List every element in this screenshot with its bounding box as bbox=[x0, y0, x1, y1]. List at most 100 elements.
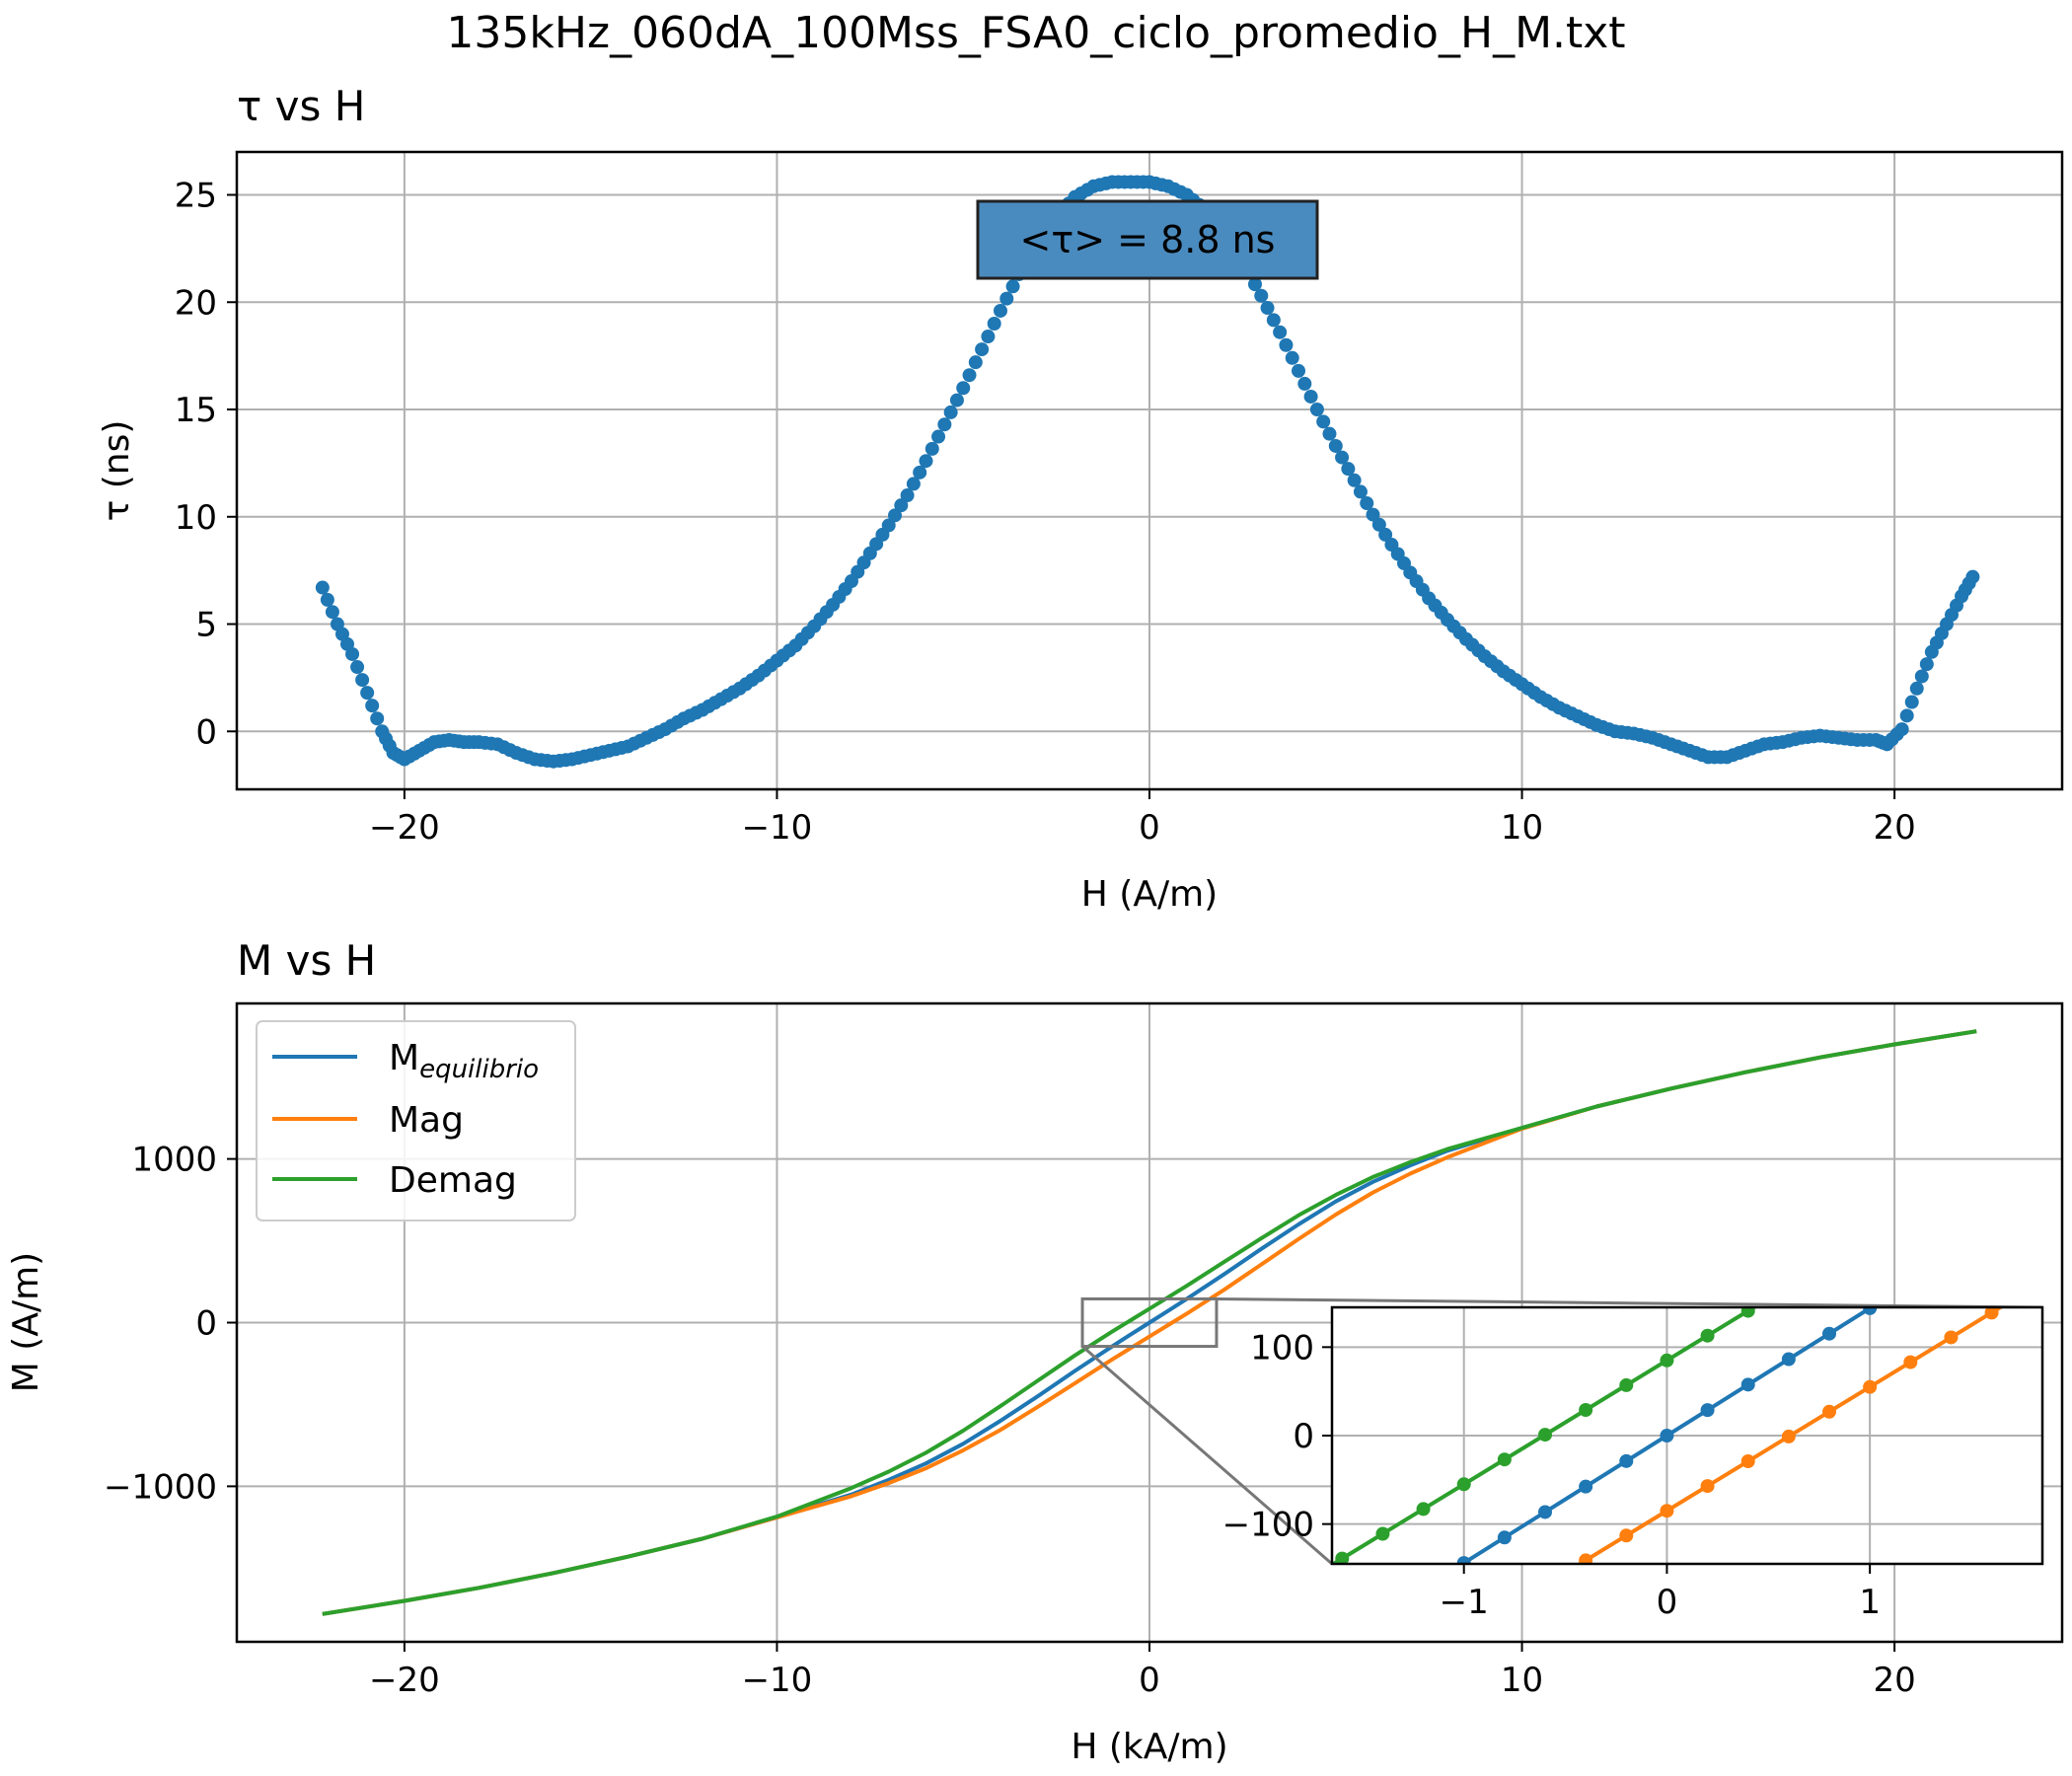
inset-y-tick-label: 0 bbox=[1293, 1417, 1314, 1456]
tau-x-tick-label: −20 bbox=[369, 808, 440, 848]
tau-data-point bbox=[1279, 337, 1294, 352]
tau-data-point bbox=[913, 465, 927, 480]
tau-y-tick-label: 10 bbox=[175, 498, 217, 538]
demag-line-inset-marker bbox=[1497, 1452, 1512, 1467]
tau-ticks: −20 −10 0 10 20 0 5 10 15 20 25 bbox=[175, 177, 1916, 848]
tau-x-tick-label: 20 bbox=[1873, 808, 1915, 848]
tau-data-point bbox=[370, 711, 385, 726]
demag-line-inset-marker bbox=[1456, 1477, 1471, 1492]
figure-suptitle: 135kHz_060dA_100Mss_FSA0_ciclo_promedio_… bbox=[446, 8, 1625, 58]
mag-line-inset-marker bbox=[1579, 1553, 1593, 1564]
tau-vs-h-panel: τ vs H <τ> = 8.8 ns −20 −10 0 10 20 0 5 10 15 20 2… bbox=[97, 82, 2064, 915]
tau-data-point bbox=[1292, 363, 1306, 378]
tau-data-point bbox=[1899, 708, 1914, 723]
m-y-tick-label: 0 bbox=[195, 1304, 217, 1344]
m-plot-title: M vs H bbox=[237, 936, 376, 985]
m-equilibrio-line-inset-marker bbox=[1740, 1377, 1755, 1392]
tau-annotation: <τ> = 8.8 ns bbox=[976, 199, 1319, 280]
tau-data-point bbox=[1341, 462, 1356, 477]
tau-plot-title: τ vs H bbox=[237, 82, 365, 130]
tau-data-point bbox=[975, 342, 990, 357]
tau-data-point bbox=[937, 417, 952, 432]
mag-line-inset-marker bbox=[1863, 1379, 1878, 1394]
tau-data-point bbox=[987, 317, 1001, 332]
mag-line-inset-marker bbox=[1619, 1528, 1634, 1543]
tau-data-point bbox=[1909, 681, 1924, 696]
mag-line-inset-marker bbox=[1944, 1330, 1959, 1345]
inset-x-tick-label: −1 bbox=[1440, 1583, 1489, 1622]
tau-data-point bbox=[888, 508, 903, 523]
demag-line bbox=[322, 1029, 1977, 1616]
tau-data-point bbox=[919, 454, 933, 469]
mag-line-inset-marker bbox=[1781, 1429, 1796, 1443]
tau-data-point bbox=[1322, 426, 1337, 441]
tau-data-point bbox=[999, 291, 1014, 306]
tau-x-tick-label: 0 bbox=[1139, 808, 1160, 848]
legend-box bbox=[256, 1020, 576, 1221]
tau-data-point bbox=[1260, 301, 1275, 316]
tau-data-point bbox=[345, 646, 360, 661]
zoom-connector-top bbox=[1216, 1296, 2043, 1309]
m-x-tick-label: 10 bbox=[1501, 1661, 1543, 1700]
tau-data-point bbox=[981, 330, 996, 344]
tau-data-point bbox=[925, 441, 939, 456]
tau-ylabel: τ (ns) bbox=[97, 420, 137, 522]
tau-y-tick-label: 25 bbox=[175, 177, 217, 216]
tau-data-point bbox=[1309, 403, 1324, 417]
m-x-tick-label: 20 bbox=[1873, 1661, 1915, 1700]
tau-data-point bbox=[956, 381, 971, 396]
tau-data-point bbox=[320, 592, 334, 607]
m-x-tick-label: −20 bbox=[369, 1661, 440, 1700]
demag-line-inset-marker bbox=[1660, 1353, 1674, 1368]
m-equilibrio-line-inset-marker bbox=[1822, 1326, 1836, 1341]
zoom-connector-bottom bbox=[1081, 1345, 1333, 1566]
tau-annotation-text: <τ> = 8.8 ns bbox=[1020, 218, 1276, 261]
zoom-region-box bbox=[1080, 1296, 1219, 1349]
tau-data-point bbox=[1347, 473, 1362, 487]
tau-data-point bbox=[325, 605, 339, 620]
tau-data-point bbox=[1919, 657, 1934, 672]
legend-label-m-equilibrio: Mequilibrio bbox=[389, 1038, 539, 1084]
tau-data-point bbox=[894, 498, 909, 513]
m-equilibrio-line-inset-marker bbox=[1579, 1479, 1593, 1494]
tau-data-point bbox=[1914, 669, 1929, 684]
tau-data-point bbox=[1353, 484, 1368, 499]
mag-line-inset-marker bbox=[1984, 1307, 1999, 1320]
tau-y-tick-label: 20 bbox=[175, 283, 217, 323]
tau-data-point bbox=[1247, 277, 1262, 292]
m-y-tick-label: −1000 bbox=[104, 1467, 217, 1507]
demag-line-inset-marker bbox=[1740, 1307, 1755, 1318]
legend: Mequilibrio Mag Demag bbox=[256, 1020, 576, 1221]
demag-line-inset-marker bbox=[1538, 1428, 1552, 1443]
m-y-tick-label: 1000 bbox=[131, 1141, 217, 1180]
tau-data-point bbox=[931, 429, 946, 444]
m-ylabel: M (A/m) bbox=[6, 1252, 46, 1392]
tau-annotation-box bbox=[976, 199, 1319, 280]
m-equilibrio-line-inset-marker bbox=[1700, 1403, 1715, 1418]
inset-x-tick-label: 1 bbox=[1859, 1583, 1881, 1622]
demag-line-inset-marker bbox=[1579, 1403, 1593, 1417]
tau-data-point bbox=[1254, 288, 1269, 303]
inset-frame bbox=[1330, 1305, 2044, 1566]
tau-data-point bbox=[993, 303, 1007, 318]
m-x-tick-label: 0 bbox=[1139, 1661, 1160, 1700]
m-xlabel: H (kA/m) bbox=[1071, 1727, 1227, 1767]
inset-y-tick-label: −100 bbox=[1222, 1506, 1314, 1545]
mag-line-inset-marker bbox=[1700, 1479, 1715, 1494]
m-equilibrio-line-inset bbox=[1458, 1307, 1876, 1564]
mag-line-inset-marker bbox=[1660, 1504, 1674, 1518]
tau-data-point bbox=[1378, 527, 1393, 542]
tau-data-point bbox=[355, 673, 370, 688]
tau-data-point bbox=[1273, 325, 1288, 339]
tau-data-point bbox=[1285, 350, 1299, 365]
tau-data-point bbox=[949, 393, 964, 407]
inset-x-tick-label: 0 bbox=[1657, 1583, 1678, 1622]
inset-y-tick-label: 100 bbox=[1250, 1328, 1314, 1368]
legend-label-mag: Mag bbox=[389, 1100, 464, 1141]
tau-grid bbox=[237, 152, 2062, 789]
inset-series bbox=[1332, 1307, 2005, 1564]
inset-zoom-indicator bbox=[1080, 1296, 2043, 1566]
tau-data-point bbox=[365, 699, 380, 713]
